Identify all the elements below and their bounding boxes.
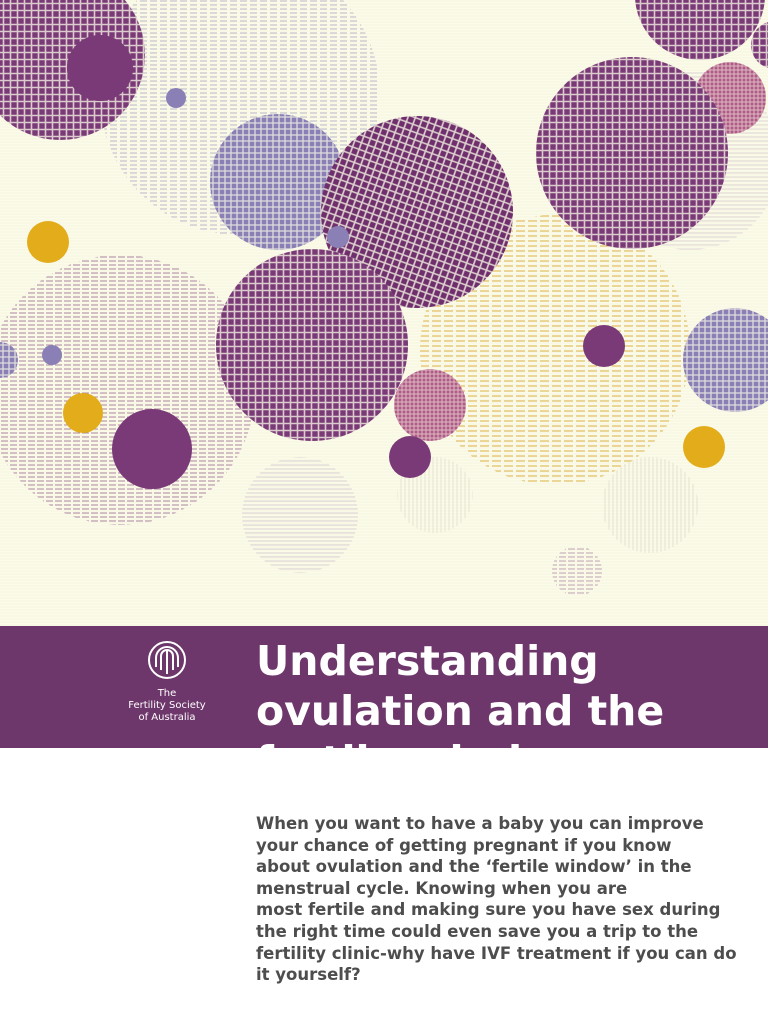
logo-line: of Australia (138, 712, 196, 723)
document-title: Understanding ovulation and the fertile … (256, 636, 756, 748)
title-line: fertile window (256, 736, 756, 748)
logo-line: The (157, 688, 177, 699)
logo-line: Fertility Society (128, 700, 206, 711)
intro-line: menstrual cycle. Knowing when you are (256, 878, 628, 898)
intro-line: fertility clinic-why have IVF treatment … (256, 943, 737, 963)
intro-line: most fertile and making sure you have se… (256, 900, 721, 920)
title-line: ovulation and the (256, 687, 665, 735)
title-banner: The Fertility Society of Australia Under… (0, 626, 768, 748)
intro-line: your chance of getting pregnant if you k… (256, 835, 672, 855)
intro-line: about ovulation and the ‘fertile window’… (256, 857, 692, 877)
intro-line: it yourself? (256, 965, 361, 985)
intro-line: When you want to have a baby you can imp… (256, 814, 704, 833)
title-line: Understanding (256, 637, 599, 685)
fertility-society-logo: The Fertility Society of Australia (118, 640, 216, 724)
intro-paragraph: When you want to have a baby you can imp… (256, 813, 756, 986)
logo-caption: The Fertility Society of Australia (118, 688, 216, 724)
fertility-society-emblem-icon (148, 641, 186, 679)
cover-illustration (0, 0, 768, 626)
dotted-circles-illustration (0, 0, 768, 626)
intro-line: the right time could even save you a tri… (256, 921, 699, 941)
